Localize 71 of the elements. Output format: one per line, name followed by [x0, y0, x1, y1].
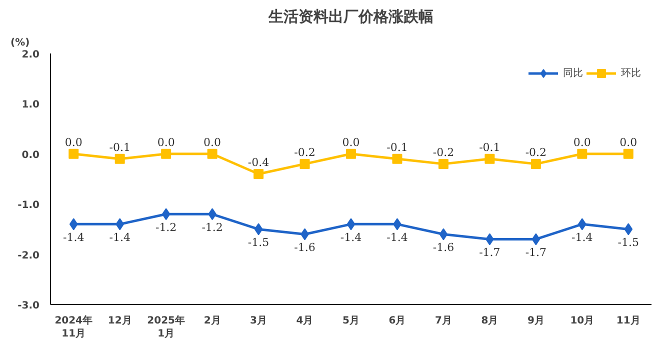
data-label: -0.2 — [432, 146, 454, 159]
data-label: 0.0 — [157, 136, 175, 149]
legend-label: 环比 — [621, 66, 641, 80]
data-label: 0.0 — [64, 136, 82, 149]
point — [116, 218, 124, 230]
x-tick-label: 6月 — [388, 316, 406, 326]
data-label: -1.5 — [618, 236, 639, 250]
point — [438, 158, 448, 169]
point — [624, 223, 633, 236]
point — [68, 148, 79, 159]
data-label: 0.0 — [620, 136, 638, 149]
y-tick-label: -1.0 — [18, 200, 40, 212]
data-label: -1.7 — [479, 246, 500, 260]
point — [484, 154, 495, 164]
point — [114, 154, 125, 164]
point — [578, 218, 586, 230]
data-label: 0.0 — [342, 136, 360, 149]
point — [392, 154, 402, 164]
data-label: -1.2 — [155, 221, 177, 234]
y-tick-label: -3.0 — [18, 300, 40, 312]
x-tick-label: 3月 — [250, 316, 268, 326]
point — [161, 148, 172, 159]
point — [577, 148, 588, 159]
y-tick-label: 0.0 — [22, 150, 40, 161]
point — [207, 148, 218, 159]
data-label: 0.0 — [204, 136, 222, 149]
data-label: -0.1 — [386, 140, 408, 154]
data-label: -1.2 — [202, 221, 223, 234]
data-label: -0.1 — [109, 140, 130, 154]
x-tick-label: 4月 — [296, 316, 314, 326]
y-tick-label: -2.0 — [18, 250, 40, 262]
point — [162, 208, 170, 220]
point — [69, 218, 78, 230]
data-label: -1.4 — [572, 231, 593, 244]
point — [530, 158, 541, 169]
point — [623, 148, 634, 159]
point — [254, 168, 264, 179]
data-label: -1.6 — [294, 241, 316, 254]
x-tick-label: 2024年 11月 — [54, 314, 93, 340]
point — [300, 158, 310, 169]
point — [254, 223, 263, 236]
data-label: -0.4 — [248, 156, 270, 169]
data-label: -1.7 — [525, 246, 547, 260]
x-tick-label: 7月 — [434, 316, 452, 326]
y-tick-label: 1.0 — [22, 100, 40, 111]
x-tick-label: 5月 — [342, 316, 360, 326]
x-tick-label: 12月 — [108, 316, 132, 326]
data-label: -1.6 — [432, 241, 454, 254]
y-axis-title: (%) — [10, 38, 30, 48]
x-tick-label: 11月 — [616, 316, 640, 326]
data-label: -1.5 — [248, 236, 270, 250]
point — [346, 148, 356, 159]
x-tick-label: 8月 — [481, 316, 498, 326]
x-tick-label: 10月 — [570, 316, 594, 326]
data-label: -1.4 — [386, 231, 408, 244]
point — [532, 233, 540, 246]
point — [346, 218, 356, 230]
x-tick-label: 2025年 1月 — [147, 314, 186, 340]
point — [439, 228, 448, 240]
data-label: -0.1 — [479, 140, 500, 154]
data-label: -1.4 — [340, 231, 362, 244]
y-tick-label: 2.0 — [22, 50, 40, 60]
data-label: 0.0 — [573, 136, 591, 149]
data-label: -0.2 — [525, 146, 547, 159]
data-label: -0.2 — [294, 146, 316, 159]
x-tick-label: 2月 — [204, 316, 221, 326]
chart-title: 生活资料出厂价格涨跌幅 — [268, 8, 434, 26]
data-label: -1.4 — [109, 231, 130, 244]
x-tick-label: 9月 — [527, 316, 544, 326]
legend-label: 同比 — [563, 66, 583, 80]
data-label: -1.4 — [63, 231, 84, 244]
